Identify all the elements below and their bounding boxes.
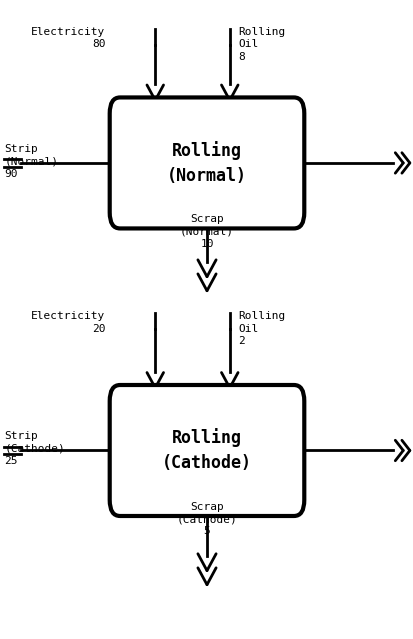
Text: Strip
(Normal)
90: Strip (Normal) 90 (4, 144, 58, 178)
Text: Rolling
(Normal): Rolling (Normal) (166, 141, 247, 185)
Text: Electricity
80: Electricity 80 (31, 27, 105, 49)
Text: Rolling
Oil
8: Rolling Oil 8 (237, 27, 285, 61)
Text: Rolling
Oil
2: Rolling Oil 2 (237, 311, 285, 346)
Text: Electricity
20: Electricity 20 (31, 311, 105, 334)
FancyBboxPatch shape (109, 385, 304, 516)
Text: Rolling
(Cathode): Rolling (Cathode) (161, 429, 252, 472)
FancyBboxPatch shape (109, 98, 304, 229)
Text: Rolled
Strip
(Normal)
80: Rolled Strip (Normal) 80 (411, 144, 413, 191)
Text: Rolled
Strip
(Cathode)
20: Rolled Strip (Cathode) 20 (411, 431, 413, 479)
Text: Scrap
(Cathode)
5: Scrap (Cathode) 5 (176, 502, 237, 536)
Text: Scrap
(Normal)
10: Scrap (Normal) 10 (180, 214, 233, 249)
Text: Strip
(Cathode)
25: Strip (Cathode) 25 (4, 431, 65, 466)
